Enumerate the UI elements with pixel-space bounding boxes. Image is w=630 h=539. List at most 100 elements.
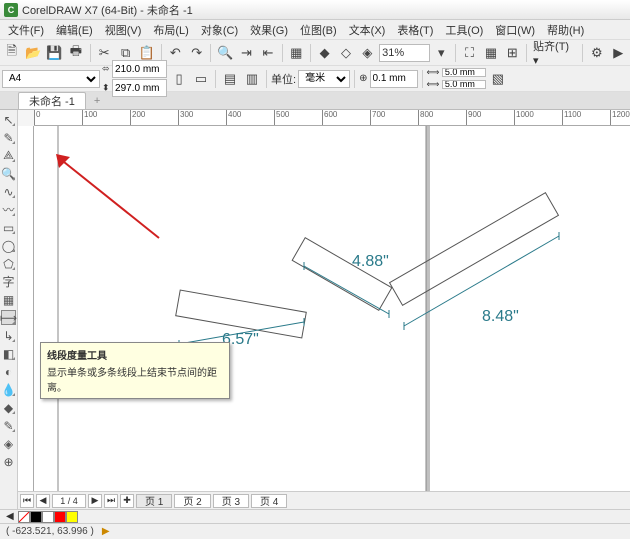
- polygon-tool-icon[interactable]: ⬠: [1, 256, 16, 271]
- fill-tool-icon[interactable]: ◆: [1, 400, 16, 415]
- separator: [526, 44, 527, 62]
- page-tab[interactable]: 页 3: [213, 494, 249, 508]
- page-counter: 1 / 4: [52, 494, 86, 508]
- menu-item[interactable]: 窗口(W): [489, 20, 541, 40]
- text-tool-icon[interactable]: 字: [1, 274, 16, 289]
- last-page-button[interactable]: ⏭: [104, 494, 118, 508]
- first-page-button[interactable]: ⏮: [20, 494, 34, 508]
- quick-customize-icon[interactable]: ⊕: [1, 454, 16, 469]
- snap-button[interactable]: 贴齐(T) ▾: [531, 38, 578, 67]
- redo-icon[interactable]: ↷: [187, 43, 206, 63]
- menu-item[interactable]: 表格(T): [391, 20, 439, 40]
- dup-y-input[interactable]: [442, 80, 486, 89]
- dimension-tool-icon[interactable]: ⟼: [1, 310, 16, 325]
- pages-current-icon[interactable]: ▥: [242, 69, 262, 89]
- search-icon[interactable]: 🔍: [215, 43, 234, 63]
- grid-icon[interactable]: ▦: [481, 43, 500, 63]
- menu-item[interactable]: 工具(O): [439, 20, 489, 40]
- menu-item[interactable]: 文本(X): [343, 20, 392, 40]
- page-tab[interactable]: 页 4: [251, 494, 287, 508]
- paper-size-select[interactable]: A4: [2, 70, 100, 88]
- color-swatch[interactable]: [54, 511, 66, 523]
- table-tool-icon[interactable]: ▦: [1, 292, 16, 307]
- menu-item[interactable]: 编辑(E): [50, 20, 99, 40]
- pick-tool-icon[interactable]: ↖: [1, 112, 16, 127]
- vertical-ruler: [18, 126, 34, 509]
- shape-tool-icon[interactable]: ✎: [1, 130, 16, 145]
- status-bar: ( -623.521, 63.996 ) ▶: [0, 523, 630, 539]
- fullscreen-icon[interactable]: ⛶: [460, 43, 479, 63]
- color-swatch[interactable]: [18, 511, 30, 523]
- add-page-button[interactable]: ✚: [120, 494, 134, 508]
- property-bar: A4 ⬄ ⬍ ▯ ▭ ▤ ▥ 单位: 毫米 ⊕ ⟺ ⟺ ▧: [0, 66, 630, 92]
- artistic-media-icon[interactable]: 〰: [1, 202, 16, 217]
- menu-item[interactable]: 布局(L): [147, 20, 194, 40]
- menu-item[interactable]: 位图(B): [294, 20, 343, 40]
- menu-item[interactable]: 视图(V): [99, 20, 148, 40]
- outline-tool-icon[interactable]: ✎: [1, 418, 16, 433]
- import-icon[interactable]: ⇥: [237, 43, 256, 63]
- menu-item[interactable]: 效果(G): [244, 20, 294, 40]
- units-label: 单位:: [271, 71, 296, 87]
- page-tab[interactable]: 页 2: [174, 494, 210, 508]
- new-icon[interactable]: 🗎: [2, 43, 21, 63]
- undo-icon[interactable]: ↶: [166, 43, 185, 63]
- launch-icon[interactable]: ▶: [609, 43, 628, 63]
- publish-icon[interactable]: ▦: [287, 43, 306, 63]
- color-swatch[interactable]: [66, 511, 78, 523]
- standard-toolbar: 🗎 📂 💾 🖶 ✂ ⧉ 📋 ↶ ↷ 🔍 ⇥ ⇤ ▦ ◆ ◇ ◈ 31% ▾ ⛶ …: [0, 40, 630, 66]
- page-height-input[interactable]: [112, 79, 167, 97]
- drawing-canvas[interactable]: 6.57"4.88"8.48": [34, 126, 630, 491]
- page-tab[interactable]: 页 1: [136, 494, 172, 508]
- app2-icon[interactable]: ◇: [336, 43, 355, 63]
- zoom-dropdown-icon[interactable]: ▾: [432, 43, 451, 63]
- effects-tool-icon[interactable]: ◧: [1, 346, 16, 361]
- separator: [282, 44, 283, 62]
- menu-item[interactable]: 帮助(H): [541, 20, 590, 40]
- pages-all-icon[interactable]: ▤: [220, 69, 240, 89]
- guides-icon[interactable]: ⊞: [503, 43, 522, 63]
- menu-item[interactable]: 文件(F): [2, 20, 50, 40]
- treat-as-filled-icon[interactable]: ▧: [488, 69, 508, 89]
- prev-page-button[interactable]: ◀: [36, 494, 50, 508]
- transparency-tool-icon[interactable]: ◐: [1, 364, 16, 379]
- next-page-button[interactable]: ▶: [88, 494, 102, 508]
- ellipse-tool-icon[interactable]: ◯: [1, 238, 16, 253]
- rectangle-tool-icon[interactable]: ▭: [1, 220, 16, 235]
- zoom-level[interactable]: 31%: [379, 44, 429, 62]
- options-icon[interactable]: ⚙: [587, 43, 606, 63]
- color-swatch[interactable]: [42, 511, 54, 523]
- status-arrow-icon: ▶: [102, 526, 110, 537]
- separator: [90, 44, 91, 62]
- color-palette: ◀: [0, 509, 630, 523]
- save-icon[interactable]: 💾: [45, 43, 64, 63]
- zoom-tool-icon[interactable]: 🔍: [1, 166, 16, 181]
- landscape-icon[interactable]: ▭: [191, 69, 211, 89]
- crop-tool-icon[interactable]: ⟁: [1, 148, 16, 163]
- units-select[interactable]: 毫米: [298, 70, 350, 88]
- add-document-tab[interactable]: +: [88, 92, 106, 109]
- eyedropper-tool-icon[interactable]: 💧: [1, 382, 16, 397]
- color-swatch[interactable]: [30, 511, 42, 523]
- app1-icon[interactable]: ◆: [315, 43, 334, 63]
- menu-item[interactable]: 对象(C): [195, 20, 244, 40]
- smart-fill-icon[interactable]: ◈: [1, 436, 16, 451]
- document-tab[interactable]: 未命名 -1: [18, 92, 86, 109]
- page-width-input[interactable]: [112, 60, 167, 78]
- print-icon[interactable]: 🖶: [66, 43, 85, 63]
- tooltip-desc: 显示单条或多条线段上结束节点间的距离。: [47, 364, 223, 394]
- export-icon[interactable]: ⇤: [258, 43, 277, 63]
- dup-x-input[interactable]: [442, 68, 486, 77]
- app3-icon[interactable]: ◈: [358, 43, 377, 63]
- connector-tool-icon[interactable]: ↳: [1, 328, 16, 343]
- nudge-input[interactable]: [370, 70, 418, 88]
- separator: [582, 44, 583, 62]
- separator: [210, 44, 211, 62]
- portrait-icon[interactable]: ▯: [169, 69, 189, 89]
- horizontal-ruler: 0100200300400500600700800900100011001200: [34, 110, 630, 126]
- freehand-tool-icon[interactable]: ∿: [1, 184, 16, 199]
- open-icon[interactable]: 📂: [23, 43, 42, 63]
- tool-tooltip: 线段度量工具 显示单条或多条线段上结束节点间的距离。: [40, 342, 230, 399]
- page-navigator: ⏮ ◀ 1 / 4 ▶ ⏭ ✚ 页 1页 2页 3页 4: [18, 491, 630, 509]
- separator: [422, 70, 423, 88]
